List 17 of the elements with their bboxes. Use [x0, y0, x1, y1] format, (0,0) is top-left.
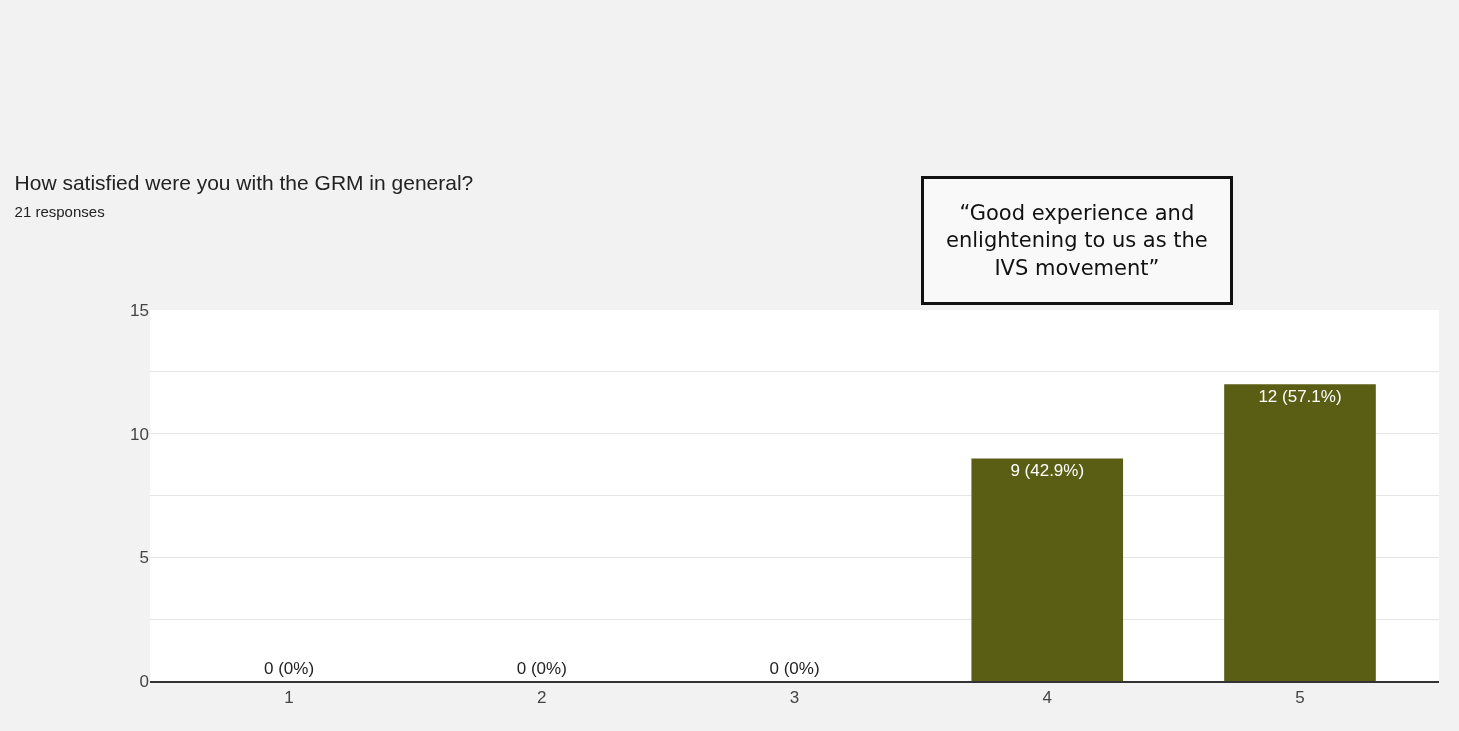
- x-tick-label: 2: [537, 688, 547, 708]
- y-tick-label: 5: [139, 548, 149, 568]
- chart-title: How satisfied were you with the GRM in general?: [14, 171, 474, 195]
- x-tick-label: 3: [789, 688, 800, 708]
- x-tick-label: 4: [1042, 688, 1052, 708]
- chart-subtitle: 21 responses: [14, 203, 105, 221]
- data-label: 9 (42.9%): [1010, 461, 1085, 481]
- data-label: 0 (0%): [263, 659, 315, 678]
- y-tick-label: 10: [130, 424, 149, 444]
- data-label: 0 (0%): [769, 659, 820, 678]
- data-label: 12 (57.1%): [1258, 387, 1342, 407]
- y-tick-label: 0: [139, 671, 149, 691]
- x-tick-label: 5: [1295, 688, 1305, 708]
- data-label: 0 (0%): [516, 659, 567, 678]
- x-tick-label: 1: [284, 688, 294, 708]
- y-tick-label: 15: [130, 300, 149, 320]
- text: “Good experience and enlightening to us as the IVS movement”: [946, 201, 1208, 280]
